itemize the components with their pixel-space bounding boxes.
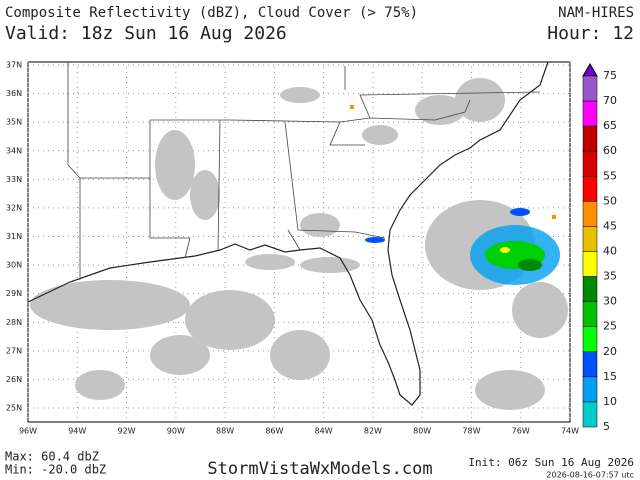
longitude-label: 74W — [561, 427, 579, 436]
colorbar-top — [582, 63, 598, 77]
longitude-label: 76W — [512, 427, 530, 436]
valid-time: Valid: 18z Sun 16 Aug 2026 — [5, 23, 287, 44]
colorbar-label: 20 — [603, 345, 617, 358]
colorbar-segment — [582, 251, 598, 277]
latitude-label: 27N — [6, 346, 22, 355]
longitude-label: 90W — [167, 427, 185, 436]
forecast-hour: Hour: 12 — [547, 23, 634, 44]
init-time: Init: 06z Sun 16 Aug 2026 — [468, 456, 634, 469]
latitude-label: 35N — [6, 118, 22, 127]
longitude-label: 92W — [117, 427, 135, 436]
map — [27, 61, 571, 423]
colorbar-segment — [582, 150, 598, 177]
colorbar-label: 50 — [603, 194, 617, 207]
colorbar-label: 60 — [603, 144, 617, 157]
longitude-label: 78W — [462, 427, 480, 436]
colorbar: 75 70 65 60 55 50 45 40 35 30 25 20 15 10 5 — [582, 63, 617, 433]
cloud-cover — [30, 78, 568, 410]
longitude-label: 88W — [216, 427, 234, 436]
min-value: Min: -20.0 dbZ — [5, 463, 106, 477]
latitude-label: 37N — [6, 61, 22, 70]
max-value: Max: 60.4 dbZ — [5, 450, 99, 464]
colorbar-label: 35 — [603, 270, 617, 283]
longitude-label: 80W — [413, 427, 431, 436]
title: Composite Reflectivity (dBZ), Cloud Cove… — [5, 5, 418, 21]
longitude-label: 94W — [68, 427, 86, 436]
colorbar-segment — [582, 326, 598, 353]
longitude-label: 84W — [315, 427, 333, 436]
colorbar-label: 10 — [603, 395, 617, 408]
colorbar-label: 55 — [603, 169, 617, 182]
timestamp: 2026-08-16-07:57 utc — [546, 471, 634, 480]
latitude-label: 33N — [6, 175, 22, 184]
colorbar-label: 25 — [603, 320, 617, 333]
model-name: NAM-HIRES — [558, 5, 634, 21]
colorbar-label: 75 — [603, 69, 617, 82]
colorbar-label: 30 — [603, 295, 617, 308]
latitude-label: 25N — [6, 404, 22, 413]
colorbar-label: 40 — [603, 245, 617, 258]
colorbar-segment — [582, 226, 598, 252]
colorbar-segment — [582, 301, 598, 327]
colorbar-segment — [582, 401, 598, 428]
colorbar-label: 15 — [603, 370, 617, 383]
longitude-label: 96W — [19, 427, 37, 436]
coastline — [27, 61, 549, 406]
latitude-label: 32N — [6, 203, 22, 212]
colorbar-label: 70 — [603, 94, 617, 107]
latitude-label: 34N — [6, 146, 22, 155]
colorbar-segment — [582, 75, 598, 102]
colorbar-segment — [582, 176, 598, 202]
latitude-label: 30N — [6, 261, 22, 270]
colorbar-label: 45 — [603, 219, 617, 232]
colorbar-segment — [582, 351, 598, 378]
latitude-label: 29N — [6, 289, 22, 298]
colorbar-label: 5 — [603, 420, 610, 433]
colorbar-segment — [582, 276, 598, 302]
colorbar-segment — [582, 376, 598, 403]
latitude-label: 28N — [6, 318, 22, 327]
longitude-label: 82W — [364, 427, 382, 436]
latitude-label: 26N — [6, 375, 22, 384]
colorbar-segment — [582, 100, 598, 127]
colorbar-label: 65 — [603, 119, 617, 132]
latitude-label: 31N — [6, 232, 22, 241]
latitude-label: 36N — [6, 89, 22, 98]
longitude-label: 86W — [265, 427, 283, 436]
colorbar-segment — [582, 201, 598, 227]
colorbar-segment — [582, 125, 598, 152]
site-name: StormVistaWxModels.com — [207, 459, 432, 479]
graticule — [27, 62, 571, 422]
state-borders — [67, 62, 541, 280]
radar-echoes — [350, 105, 560, 285]
